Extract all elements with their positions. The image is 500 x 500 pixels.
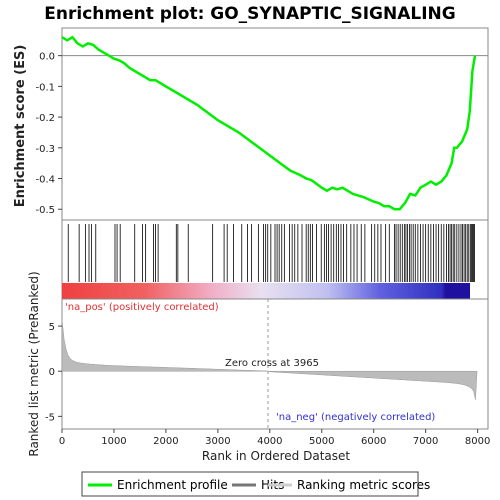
zero-cross-annotation: Zero cross at 3965 xyxy=(225,358,319,369)
es-axis-label: Enrichment score (ES) xyxy=(13,45,28,208)
hits-panel xyxy=(61,219,489,300)
ranking-metric-area xyxy=(61,318,478,400)
enrichment-profile-line xyxy=(61,35,477,211)
es-panel: 0.0 -0.1 -0.2 -0.3 -0.4 -0.5 Enrichment score… xyxy=(13,27,489,221)
es-tick-label: -0.1 xyxy=(35,82,55,93)
legend-ranking-metric: Ranking metric scores xyxy=(297,478,430,492)
metric-tick-label: 0 xyxy=(49,367,55,378)
es-tick-label: -0.4 xyxy=(35,175,55,186)
x-tick-label: 3000 xyxy=(205,436,230,447)
x-tick-label: 6000 xyxy=(361,436,386,447)
es-tick-label: 0.0 xyxy=(39,52,55,63)
x-tick-label: 0 xyxy=(59,436,65,447)
metric-axis: 5 0 -5 xyxy=(45,322,62,423)
metric-tick-label: 5 xyxy=(49,322,55,333)
ranking-color-bar xyxy=(62,283,470,299)
x-tick-label: 1000 xyxy=(101,436,126,447)
es-tick-label: -0.2 xyxy=(35,113,55,124)
chart-title: Enrichment plot: GO_SYNAPTIC_SIGNALING xyxy=(44,4,455,24)
negative-correlation-label: 'na_neg' (negatively correlated) xyxy=(276,412,435,423)
es-axis: 0.0 -0.1 -0.2 -0.3 -0.4 -0.5 xyxy=(35,52,62,216)
legend: Enrichment profile Hits Ranking metric s… xyxy=(81,471,430,497)
x-tick-label: 4000 xyxy=(257,436,282,447)
x-tick-label: 7000 xyxy=(413,436,438,447)
x-tick-label: 8000 xyxy=(465,436,490,447)
x-tick-label: 5000 xyxy=(309,436,334,447)
positive-correlation-label: 'na_pos' (positively correlated) xyxy=(65,302,219,313)
hit-marks xyxy=(67,224,475,282)
x-axis: 0 1000 2000 3000 4000 5000 6000 7000 8000 xyxy=(59,429,490,447)
x-tick-label: 2000 xyxy=(153,436,178,447)
x-axis-label: Rank in Ordered Dataset xyxy=(202,449,350,463)
legend-enrichment-profile: Enrichment profile xyxy=(117,478,228,492)
es-tick-label: -0.3 xyxy=(35,144,55,155)
es-tick-label: -0.5 xyxy=(35,205,55,216)
metric-panel: 5 0 -5 'na_pos' (positively correlated) 'n… xyxy=(27,271,489,457)
metric-axis-label: Ranked list metric (PreRanked) xyxy=(27,271,41,456)
metric-tick-label: -5 xyxy=(45,412,55,423)
